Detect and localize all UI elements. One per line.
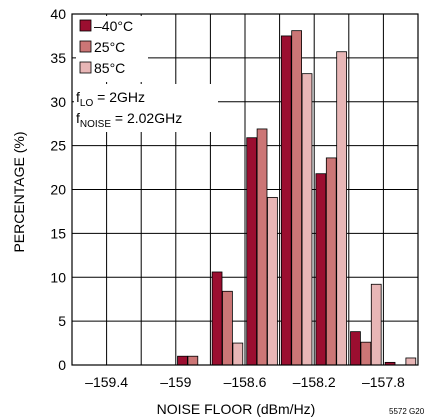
plot-frame bbox=[71, 13, 419, 366]
x-tick-label: –159.4 bbox=[85, 374, 128, 390]
bar bbox=[325, 157, 337, 366]
bar bbox=[222, 290, 233, 366]
bar bbox=[211, 271, 223, 366]
y-tick-label: 40 bbox=[50, 6, 66, 22]
bar bbox=[291, 30, 302, 366]
bar bbox=[232, 342, 244, 366]
legend-label: –40°C bbox=[94, 18, 133, 34]
legend-swatch bbox=[79, 61, 92, 74]
figure-code: 5572 G20 bbox=[389, 407, 425, 416]
y-tick-label: 35 bbox=[50, 50, 66, 66]
bar bbox=[405, 357, 417, 366]
x-tick-label: –159 bbox=[160, 374, 191, 390]
y-tick-labels: 0 5 10 15 20 25 30 35 40 bbox=[50, 6, 66, 373]
x-tick-label: –157.8 bbox=[362, 374, 405, 390]
annotation-block: fLO = 2GHz fNOISE = 2.02GHz bbox=[74, 84, 218, 132]
annotation-background bbox=[74, 84, 218, 132]
legend-label: 85°C bbox=[94, 60, 125, 76]
y-tick-label: 0 bbox=[58, 357, 66, 373]
y-axis-label: PERCENTAGE (%) bbox=[11, 131, 27, 252]
bar bbox=[350, 331, 361, 366]
bar bbox=[187, 355, 199, 366]
bar bbox=[246, 137, 258, 366]
legend-swatch bbox=[79, 40, 92, 53]
y-tick-label: 5 bbox=[58, 313, 66, 329]
y-tick-label: 10 bbox=[50, 269, 66, 285]
legend-label: 25°C bbox=[94, 39, 125, 55]
bar bbox=[336, 51, 347, 366]
bar bbox=[177, 355, 188, 366]
x-tick-label: –158.2 bbox=[293, 374, 336, 390]
bar bbox=[315, 173, 327, 366]
bar bbox=[267, 196, 278, 366]
x-axis-label: NOISE FLOOR (dBm/Hz) bbox=[157, 401, 316, 417]
y-tick-label: 30 bbox=[50, 94, 66, 110]
x-tick-labels: –159.4 –159 –158.6 –158.2 –157.8 bbox=[85, 374, 405, 390]
annotation-flo: fLO = 2GHz bbox=[76, 89, 145, 109]
legend: –40°C 25°C 85°C bbox=[76, 16, 148, 82]
bar bbox=[280, 35, 292, 366]
y-tick-label: 15 bbox=[50, 225, 66, 241]
y-tick-label: 25 bbox=[50, 138, 66, 154]
bar bbox=[256, 128, 268, 366]
bar bbox=[360, 341, 372, 366]
legend-swatch bbox=[79, 19, 92, 32]
annotation-fnoise: fNOISE = 2.02GHz bbox=[76, 110, 182, 130]
y-tick-label: 20 bbox=[50, 182, 66, 198]
x-tick-label: –158.6 bbox=[224, 374, 267, 390]
bar bbox=[301, 73, 313, 366]
bar bbox=[370, 283, 382, 366]
bars bbox=[177, 30, 417, 366]
